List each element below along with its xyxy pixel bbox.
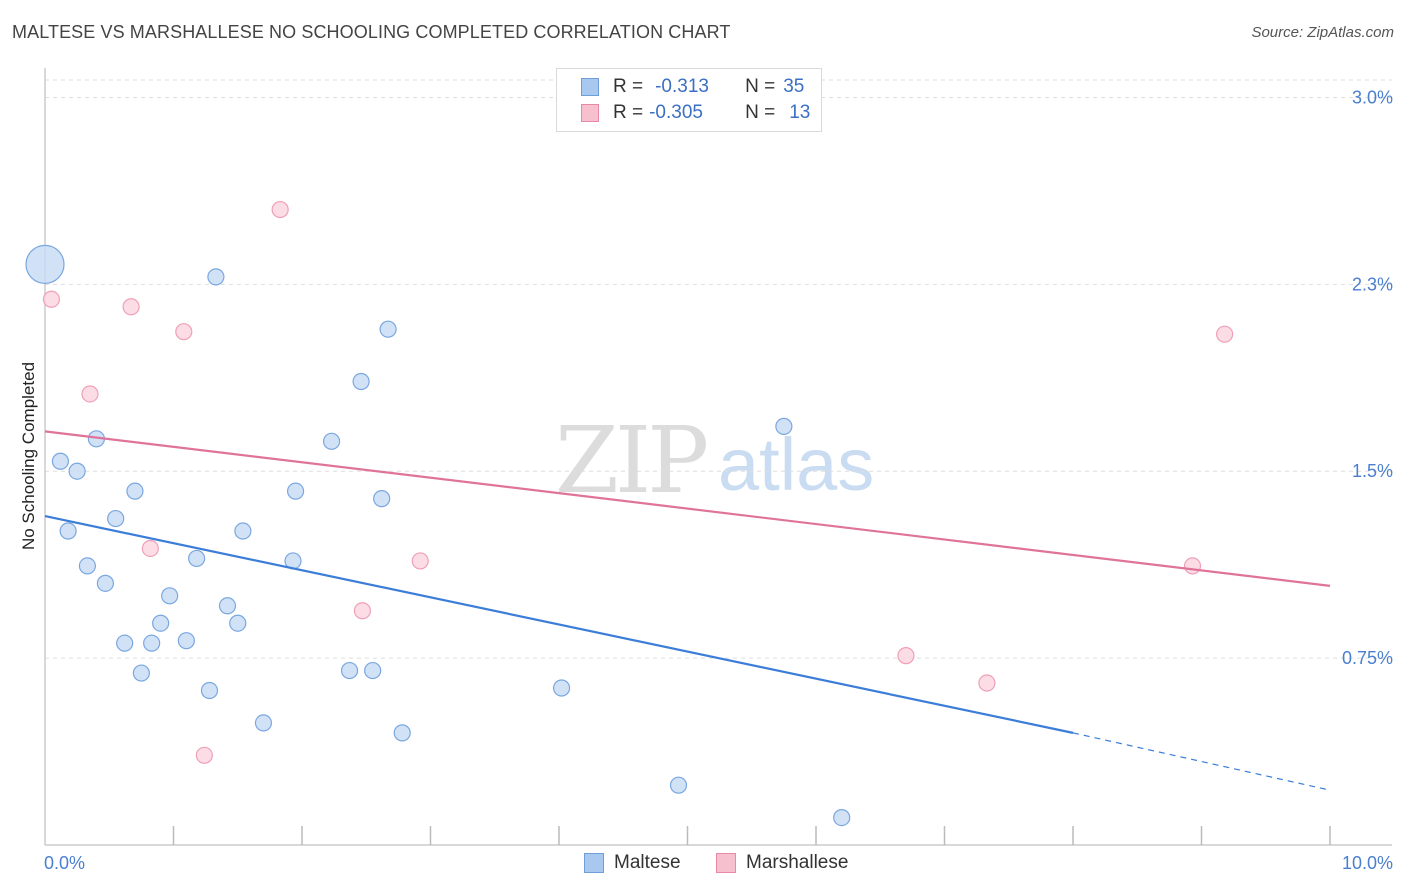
maltese-point <box>25 244 65 284</box>
maltese-point <box>177 632 195 650</box>
marshallese-point <box>195 746 213 764</box>
x-tick-label: 0.0% <box>44 853 85 873</box>
marshallese-point <box>411 552 429 570</box>
series-legend: Maltese Marshallese <box>0 850 1406 878</box>
legend-item-marshallese[interactable]: Marshallese <box>716 852 848 874</box>
maltese-point <box>775 417 793 435</box>
maltese-point <box>132 664 150 682</box>
legend-item-maltese[interactable]: Maltese <box>584 852 681 874</box>
maltese-point <box>107 509 125 528</box>
r-label: R = <box>613 76 644 97</box>
maltese-point <box>379 320 397 338</box>
maltese-point <box>126 482 144 500</box>
maltese-point <box>207 268 225 286</box>
marshallese-point <box>353 602 371 620</box>
maltese-point <box>552 679 571 697</box>
maltese-point <box>161 587 179 605</box>
maltese-point <box>352 372 370 391</box>
maltese-point <box>218 597 237 615</box>
stats-row-maltese: R = -0.313 N = 35 <box>581 75 804 99</box>
watermark-atlas: atlas <box>718 423 874 506</box>
n-value: 35 <box>783 76 805 97</box>
maltese-point <box>152 614 170 632</box>
marshallese-point <box>42 290 61 308</box>
maltese-point <box>364 661 382 680</box>
maltese-point <box>96 574 114 592</box>
maltese-point <box>51 452 70 470</box>
maltese-trend-extension <box>1072 732 1331 791</box>
y-tick-label: 1.5% <box>1352 461 1393 481</box>
marshallese-point <box>897 647 915 665</box>
marshallese-point <box>271 200 289 219</box>
y-tick-label: 2.3% <box>1352 274 1393 294</box>
maltese-point <box>229 614 247 632</box>
stats-row-marshallese: R = -0.305 N = 13 <box>581 101 810 125</box>
maltese-point <box>340 661 359 680</box>
r-value: -0.313 <box>655 76 709 97</box>
y-tick-label: 3.0% <box>1352 87 1393 107</box>
maltese-point <box>59 522 77 540</box>
maltese-point <box>393 724 411 742</box>
marshallese-point <box>978 674 996 692</box>
watermark-zip: ZIP <box>555 407 706 514</box>
chart-title: MALTESE VS MARSHALLESE NO SCHOOLING COMP… <box>12 22 731 42</box>
y-tick-label: 0.75% <box>1342 648 1393 668</box>
legend-label-maltese: Maltese <box>614 852 681 873</box>
maltese-point <box>68 462 86 480</box>
maltese-swatch <box>581 78 599 96</box>
marshallese-swatch <box>581 104 599 122</box>
maltese-point <box>200 681 219 700</box>
r-value: -0.305 <box>649 102 703 123</box>
n-value: 13 <box>789 102 811 123</box>
legend-label-marshallese: Marshallese <box>746 852 849 873</box>
r-label: R = <box>613 102 644 123</box>
maltese-point <box>234 522 252 540</box>
maltese-point <box>143 634 161 652</box>
maltese-point <box>254 714 273 732</box>
maltese-point <box>373 490 391 508</box>
n-label: N = <box>745 102 776 123</box>
maltese-point <box>116 634 134 652</box>
marshallese-point <box>1216 325 1234 343</box>
source-label: Source: ZipAtlas.com <box>1251 24 1394 41</box>
x-tick-label: 10.0% <box>1342 853 1393 873</box>
maltese-point <box>833 808 851 827</box>
y-axis-label: No Schooling Completed <box>19 362 38 550</box>
maltese-point <box>286 482 305 500</box>
maltese-swatch <box>584 853 604 873</box>
marshallese-point <box>141 539 159 558</box>
maltese-point <box>188 549 206 568</box>
maltese-point <box>322 432 341 450</box>
marshallese-trend-line <box>44 430 1331 587</box>
marshallese-point <box>122 298 140 316</box>
maltese-point <box>78 557 97 575</box>
maltese-trend-line <box>44 514 1074 734</box>
n-label: N = <box>745 76 776 97</box>
marshallese-point <box>81 385 99 403</box>
maltese-point <box>669 776 688 794</box>
marshallese-swatch <box>716 853 736 873</box>
marshallese-point <box>175 323 193 341</box>
stats-legend: R = -0.313 N = 35 R = -0.305 N = 13 <box>556 68 822 132</box>
marshallese-point <box>1183 557 1202 575</box>
